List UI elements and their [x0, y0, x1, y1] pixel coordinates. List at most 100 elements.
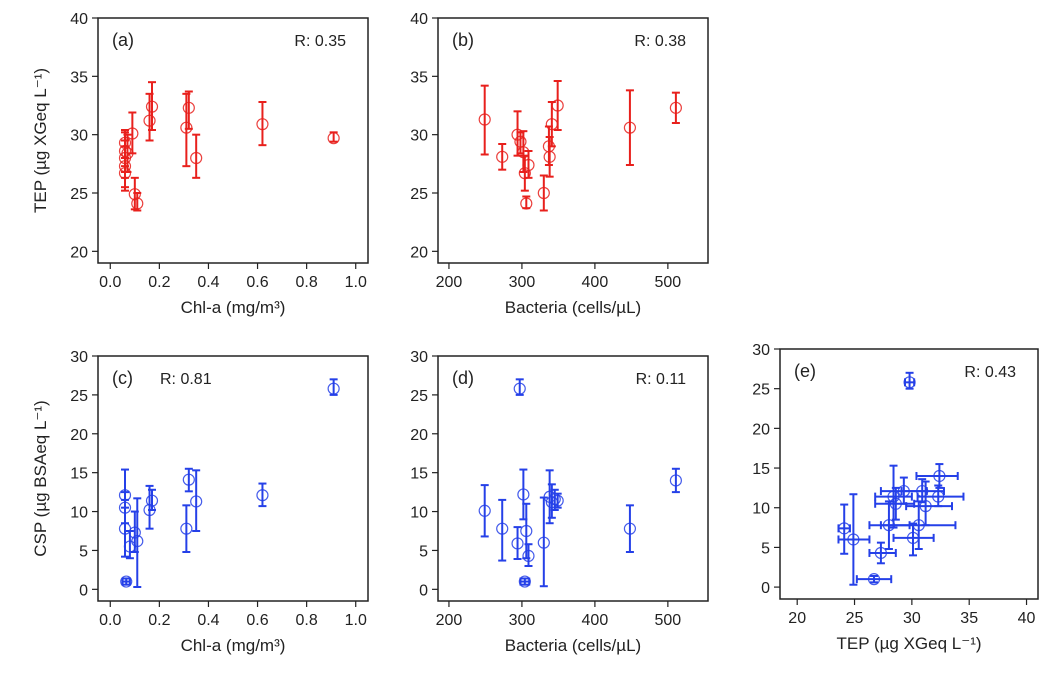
panel-label: (c)	[112, 368, 133, 388]
x-tick-label: 0.0	[99, 612, 121, 629]
data-point	[131, 192, 144, 212]
x-axis-label: Bacteria (cells/µL)	[505, 636, 641, 655]
data-point	[496, 498, 509, 562]
y-tick-label: 25	[410, 388, 428, 405]
marker-circle	[522, 158, 535, 172]
data-point	[513, 378, 526, 396]
marker-circle	[128, 526, 141, 539]
x-tick-label: 0.4	[197, 612, 219, 629]
data-point	[879, 500, 957, 550]
data-point	[511, 526, 524, 560]
x-tick-label: 0.8	[296, 274, 318, 291]
data-point	[121, 133, 134, 173]
panel-d: 200 300 400 500 0 5 10 15 20 25 30 Bacteria (cells/…	[410, 349, 709, 655]
data-point	[131, 497, 144, 588]
correlation-label: R: 0.38	[634, 33, 686, 50]
y-tick-label: 30	[752, 342, 770, 359]
data-point	[537, 496, 550, 588]
y-tick-label: 20	[410, 244, 428, 261]
y-tick-label: 30	[410, 349, 428, 366]
marker-circle	[919, 500, 932, 513]
x-tick-label: 0.2	[148, 612, 170, 629]
x-tick-label: 0.6	[246, 274, 268, 291]
marker-circle	[118, 167, 132, 180]
data-point	[623, 89, 637, 166]
marker-circle	[520, 197, 533, 210]
marker-circle	[520, 524, 533, 538]
y-tick-label: 30	[70, 128, 88, 145]
data-point	[915, 463, 959, 489]
y-tick-label: 20	[70, 244, 88, 261]
y-tick-label: 20	[410, 427, 428, 444]
x-axis-label: Chl-a (mg/m³)	[181, 298, 286, 317]
data-point	[145, 81, 159, 131]
x-tick-label: 0.6	[246, 612, 268, 629]
data-point	[623, 504, 637, 553]
y-tick-label: 5	[761, 540, 770, 557]
data-point	[496, 143, 509, 171]
marker-circle	[180, 121, 193, 134]
marker-circle	[537, 536, 550, 549]
marker-circle	[669, 474, 682, 487]
y-tick-label: 20	[752, 421, 770, 438]
x-tick-label: 1.0	[345, 612, 367, 629]
data-point	[855, 573, 893, 586]
marker-circle	[517, 488, 530, 501]
marker-circle	[838, 522, 851, 535]
marker-circle	[182, 101, 195, 114]
panel-label: (e)	[794, 361, 816, 381]
x-tick-label: 20	[788, 610, 806, 627]
x-tick-label: 1.0	[345, 274, 367, 291]
marker-circle	[182, 473, 195, 486]
marker-circle	[511, 537, 524, 550]
x-tick-label: 300	[509, 274, 536, 291]
plot-frame	[779, 348, 1039, 600]
y-tick-label: 25	[410, 186, 428, 203]
x-axis-label: Bacteria (cells/µL)	[505, 298, 641, 317]
marker-circle	[537, 186, 550, 200]
marker-circle	[145, 100, 159, 113]
marker-circle	[496, 150, 509, 163]
data-point	[522, 150, 535, 179]
marker-circle	[513, 382, 526, 395]
data-point	[868, 541, 897, 565]
y-axis-label: TEP (µg XGeq L⁻¹)	[31, 68, 50, 213]
data-point	[837, 493, 871, 586]
y-tick-label: 5	[79, 543, 88, 560]
data-point	[478, 484, 491, 538]
data-point	[551, 80, 564, 131]
panel-c: 0.0 0.2 0.4 0.6 0.8 1.0 0 5 10 15 20 25 30 Chl-a (mg/…	[31, 349, 369, 655]
marker-circle	[543, 150, 556, 163]
y-tick-label: 25	[70, 388, 88, 405]
marker-circle	[669, 101, 682, 114]
marker-circle	[131, 197, 144, 210]
data-point	[327, 378, 340, 396]
marker-circle	[623, 522, 637, 535]
x-tick-label: 35	[960, 610, 978, 627]
y-tick-label: 10	[752, 501, 770, 518]
y-tick-label: 35	[70, 69, 88, 86]
panel-label: (b)	[452, 30, 474, 50]
x-tick-label: 0.8	[296, 612, 318, 629]
data-point	[180, 504, 193, 553]
data-point	[182, 90, 195, 130]
panel-label: (a)	[112, 30, 134, 50]
marker-circle	[874, 546, 888, 560]
data-point	[837, 503, 851, 555]
y-tick-label: 0	[79, 582, 88, 599]
x-tick-label: 300	[509, 612, 536, 629]
marker-circle	[131, 535, 144, 548]
data-point	[190, 133, 203, 179]
data-point	[190, 469, 203, 532]
y-tick-label: 40	[70, 11, 88, 28]
marker-circle	[128, 188, 141, 201]
marker-circle	[933, 469, 946, 483]
correlation-label: R: 0.11	[636, 371, 687, 388]
x-tick-label: 500	[655, 274, 682, 291]
y-tick-label: 35	[410, 69, 428, 86]
correlation-label: R: 0.81	[160, 371, 212, 388]
marker-circle	[256, 118, 269, 131]
marker-circle	[120, 575, 133, 588]
data-point	[669, 91, 682, 124]
y-tick-label: 20	[70, 427, 88, 444]
